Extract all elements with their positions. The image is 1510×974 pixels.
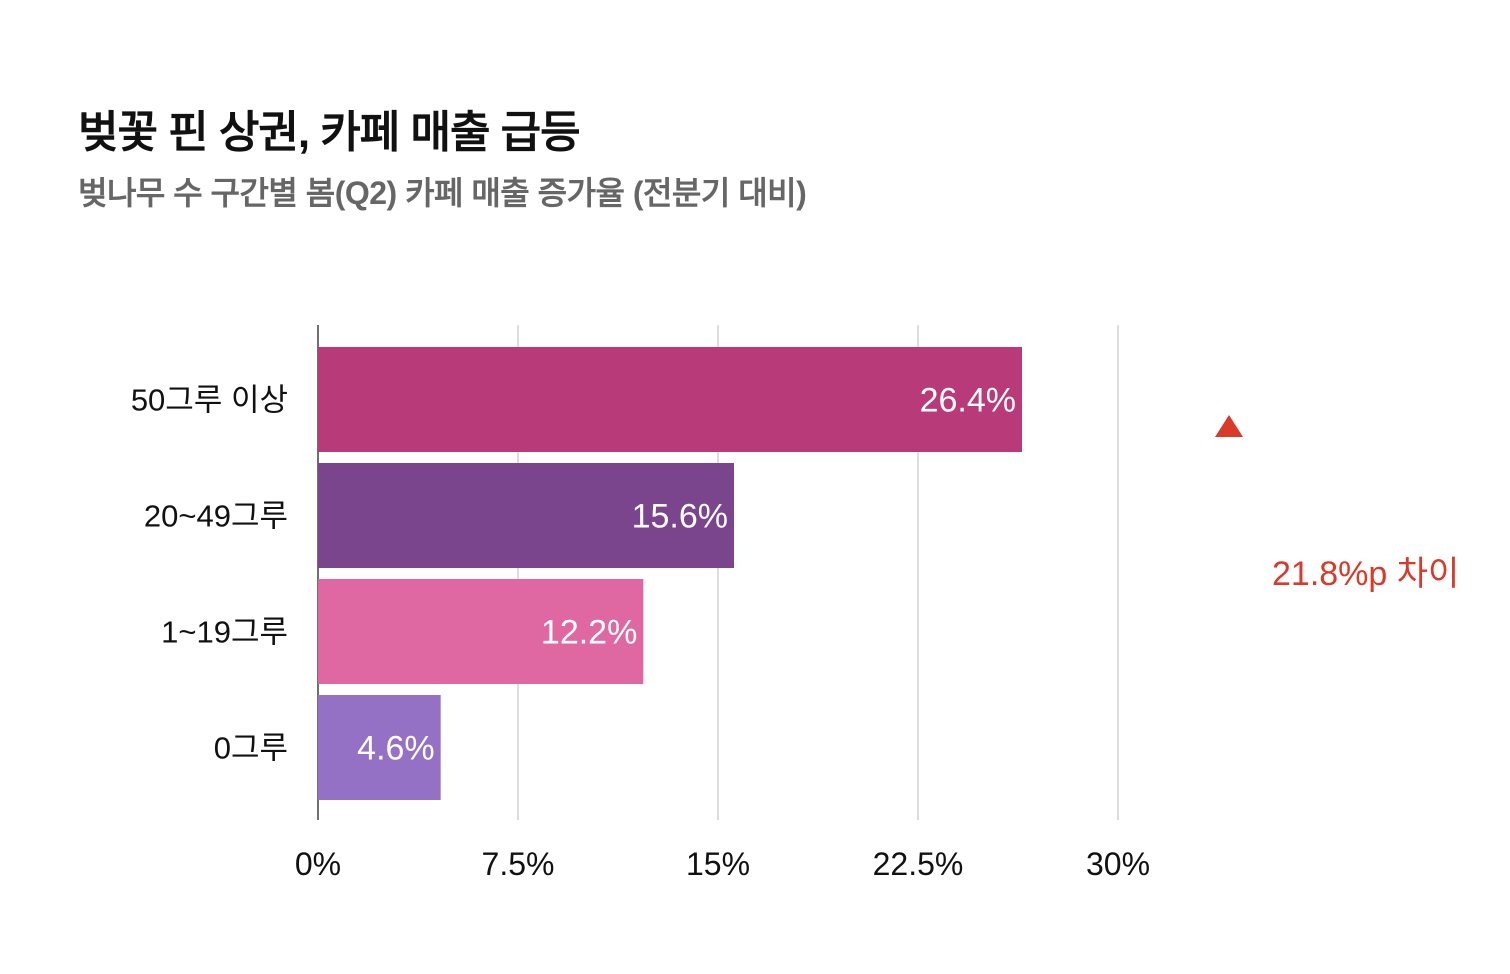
category-label: 1~19그루 — [161, 615, 288, 650]
x-tick-label: 0% — [295, 846, 341, 882]
x-tick-label: 15% — [686, 846, 750, 882]
x-tick-label: 30% — [1086, 846, 1150, 882]
bar — [318, 463, 734, 568]
annotation-arrow-head — [1215, 415, 1243, 437]
bar — [318, 695, 441, 800]
annotation-label: 21.8%p 차이 — [1272, 555, 1459, 593]
category-label: 0그루 — [214, 731, 288, 766]
bar — [318, 579, 644, 684]
x-tick-label: 7.5% — [482, 846, 555, 882]
data-label: 15.6% — [632, 498, 728, 536]
data-label: 4.6% — [357, 730, 435, 768]
category-label: 20~49그루 — [144, 499, 288, 534]
chart-title: 벚꽃 핀 상권, 카페 매출 급등 — [78, 108, 581, 157]
data-label: 12.2% — [541, 614, 637, 652]
category-label: 50그루 이상 — [131, 383, 288, 418]
bar — [318, 347, 1022, 452]
chart-subtitle: 벚나무 수 구간별 봄(Q2) 카페 매출 증가율 (전분기 대비) — [78, 175, 807, 211]
data-label: 26.4% — [920, 382, 1016, 420]
x-tick-label: 22.5% — [873, 846, 964, 882]
